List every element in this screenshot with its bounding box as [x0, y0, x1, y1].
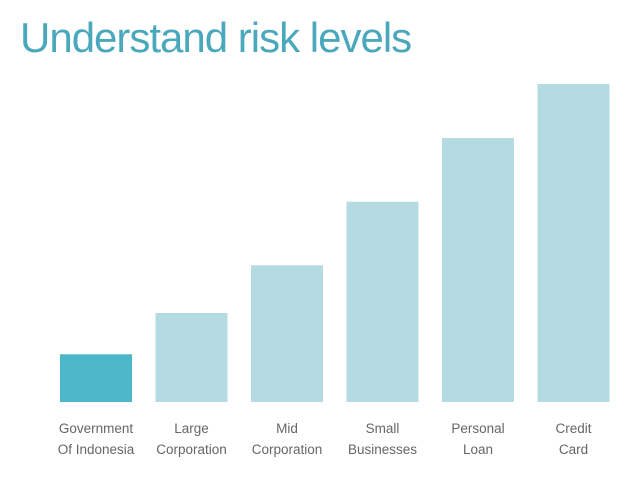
- bar-4: [442, 138, 514, 402]
- bar-3: [346, 201, 419, 402]
- category-label-4: Personal Loan: [451, 421, 504, 457]
- page-title: Understand risk levels: [20, 14, 412, 61]
- bar-1: [155, 313, 228, 402]
- category-label-0: Government Of Indonesia: [58, 421, 135, 457]
- bar-0: [60, 354, 132, 402]
- bar-2: [251, 265, 323, 402]
- category-label-2: Mid Corporation: [252, 421, 323, 457]
- category-labels-group: Government Of Indonesia Large Corporation Mi…: [58, 421, 592, 457]
- category-label-5: Credit Card: [555, 421, 591, 457]
- category-label-1: Large Corporation: [156, 421, 227, 457]
- category-label-3: Small Businesses: [348, 421, 417, 457]
- bars-group: [60, 84, 610, 402]
- bar-5: [537, 84, 610, 402]
